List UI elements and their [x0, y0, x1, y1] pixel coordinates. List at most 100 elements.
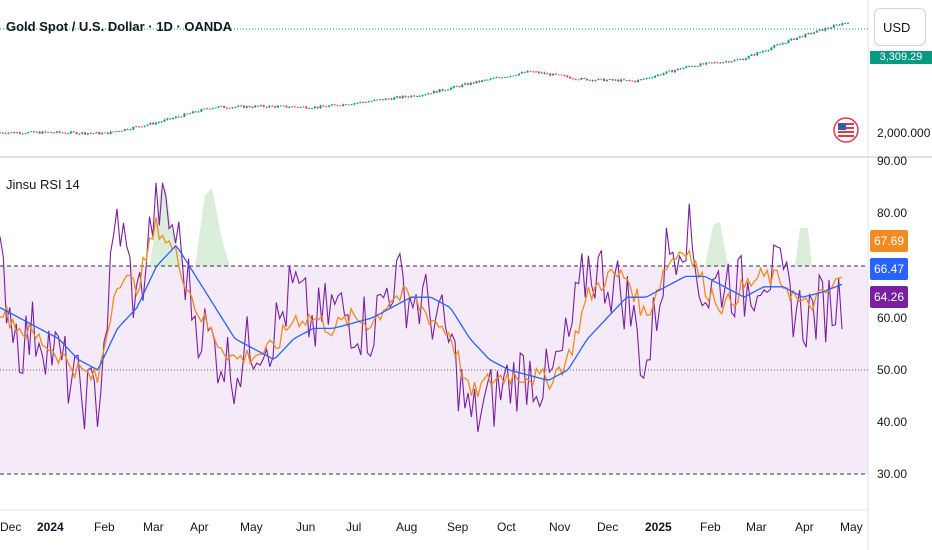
candle-body: [708, 62, 711, 64]
candle-body: [722, 62, 725, 64]
candle-body: [35, 131, 38, 133]
candle-body: [92, 133, 95, 135]
candle-body: [225, 107, 228, 109]
candle-body: [208, 108, 211, 110]
candle-body: [844, 22, 847, 24]
candle-body: [75, 132, 78, 135]
candle-body: [586, 78, 589, 81]
candle-body: [242, 105, 245, 108]
candle-body: [24, 133, 27, 135]
candle-body: [569, 77, 572, 79]
candle-body: [668, 70, 671, 72]
candle-body: [693, 66, 696, 67]
candle-body: [829, 27, 832, 29]
candle-body: [685, 66, 688, 68]
candle-body: [418, 95, 421, 97]
candle-body: [810, 33, 813, 34]
candle-body: [237, 105, 240, 107]
rsi-indicator-title[interactable]: Jinsu RSI 14: [6, 177, 80, 192]
candle-body: [815, 30, 818, 33]
candle-body: [841, 23, 844, 26]
time-axis-label: Dec: [597, 520, 619, 534]
candle-body: [240, 105, 243, 107]
candle-body: [166, 118, 169, 120]
candle-body: [552, 73, 555, 76]
candle-body: [206, 108, 209, 110]
candle-body: [574, 78, 577, 80]
candle-body: [146, 124, 149, 126]
candle-body: [376, 99, 379, 101]
candle-body: [691, 66, 694, 67]
currency-button[interactable]: USD: [874, 8, 926, 46]
candle-body: [654, 75, 657, 78]
candle-body: [316, 106, 319, 109]
candle-body: [506, 76, 509, 78]
candle-body: [747, 55, 750, 59]
candle-body: [537, 71, 540, 74]
price-axis-label: 2,000.000: [877, 126, 931, 140]
candle-body: [679, 68, 682, 70]
candle-body: [430, 93, 433, 95]
candle-body: [325, 106, 328, 108]
us-flag-icon[interactable]: [833, 117, 859, 143]
candle-body: [628, 80, 631, 81]
candle-body: [160, 121, 163, 123]
candle-body: [529, 70, 532, 72]
candle-body: [387, 98, 390, 100]
candle-body: [682, 67, 685, 70]
candle-body: [557, 74, 560, 76]
candle-body: [583, 78, 586, 79]
candle-body: [268, 105, 271, 108]
candle-body: [52, 132, 55, 134]
candle-body: [773, 45, 776, 48]
candle-body: [744, 58, 747, 61]
symbol-title[interactable]: Gold Spot / U.S. Dollar · 1D · OANDA: [6, 19, 233, 34]
rsi-slow-ma-line: [0, 244, 843, 381]
candle-body: [631, 80, 634, 82]
candle-body: [671, 70, 674, 73]
rsi-axis-label: 90.00: [877, 154, 908, 168]
candle-body: [614, 79, 617, 81]
candle-body: [248, 106, 251, 108]
candle-body: [710, 62, 713, 64]
candle-body: [350, 104, 353, 106]
time-axis-label: Jul: [346, 520, 362, 534]
candle-body: [0, 132, 1, 134]
candle-body: [189, 113, 192, 115]
candle-body: [413, 95, 416, 97]
candle-body: [112, 131, 115, 133]
candle-body: [753, 54, 756, 56]
candle-body: [832, 25, 835, 28]
candle-body: [512, 75, 515, 77]
candle-body: [801, 36, 804, 38]
candle-body: [812, 32, 815, 34]
time-axis-label: May: [240, 520, 263, 534]
candle-body: [319, 105, 322, 109]
candle-body: [84, 132, 87, 135]
candle-body: [489, 78, 492, 80]
candle-body: [625, 80, 628, 81]
candle-body: [447, 89, 450, 91]
time-axis-label: 2024: [37, 520, 64, 534]
time-axis-label: Apr: [190, 520, 209, 534]
candle-body: [835, 24, 838, 26]
rsi-axis-label: 40.00: [877, 415, 908, 429]
candle-body: [285, 105, 288, 108]
candle-body: [750, 54, 753, 56]
candle-body: [333, 104, 336, 106]
last-price-badge: 3,309.29: [870, 51, 932, 64]
candle-body: [72, 131, 75, 133]
rsi-fast-ma-badge: 67.69: [870, 230, 908, 252]
candle-body: [381, 99, 384, 101]
candle-body: [373, 99, 376, 102]
candle-body: [509, 75, 512, 77]
candle-body: [359, 101, 362, 103]
time-axis-label: Mar: [143, 520, 164, 534]
candle-body: [452, 86, 455, 88]
candle-body: [435, 90, 438, 93]
candle-body: [197, 111, 200, 113]
candle-body: [271, 105, 274, 107]
candle-body: [461, 84, 464, 87]
candle-body: [140, 126, 143, 128]
